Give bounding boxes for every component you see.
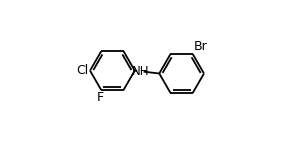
Text: NH: NH [132, 65, 150, 78]
Text: F: F [97, 91, 104, 104]
Text: Br: Br [193, 40, 207, 53]
Text: Cl: Cl [76, 64, 88, 77]
